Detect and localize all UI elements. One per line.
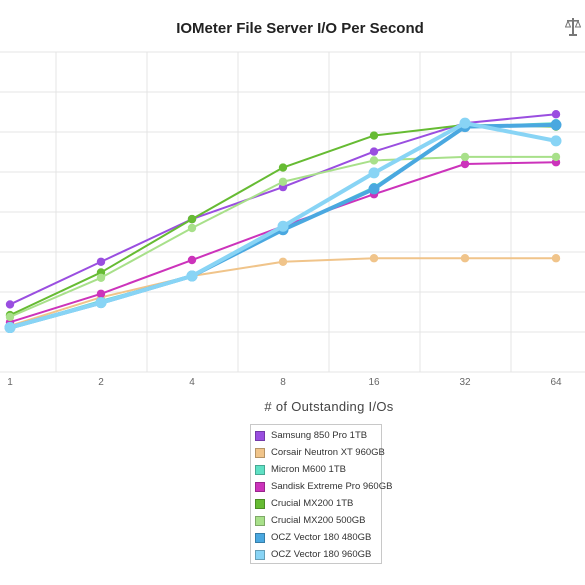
data-point bbox=[550, 119, 562, 131]
legend-swatch bbox=[255, 464, 265, 475]
data-point bbox=[551, 254, 561, 263]
grid bbox=[0, 51, 585, 373]
legend: Samsung 850 Pro 1TB Corsair Neutron XT 96… bbox=[250, 424, 392, 564]
x-axis-ticks: 1 2 4 8 16 32 64 bbox=[7, 377, 562, 388]
x-tick-label: 2 bbox=[98, 377, 104, 388]
data-point bbox=[95, 297, 107, 309]
data-point bbox=[551, 152, 561, 162]
data-point bbox=[460, 254, 470, 263]
data-point bbox=[96, 257, 106, 266]
data-point bbox=[187, 223, 197, 233]
data-point bbox=[369, 254, 379, 263]
data-point bbox=[459, 117, 471, 129]
data-point bbox=[96, 273, 106, 282]
x-tick-label: 4 bbox=[189, 377, 195, 388]
x-tick-label: 64 bbox=[550, 377, 562, 388]
legend-item: Samsung 850 Pro 1TB bbox=[255, 427, 377, 444]
data-point bbox=[278, 163, 288, 172]
data-point bbox=[369, 156, 379, 165]
data-point bbox=[96, 289, 106, 298]
data-point bbox=[460, 152, 470, 162]
legend-item: Sandisk Extreme Pro 960GB bbox=[255, 478, 392, 495]
data-point bbox=[369, 147, 379, 156]
data-point bbox=[550, 135, 562, 147]
data-point bbox=[5, 300, 15, 309]
data-point bbox=[460, 159, 470, 169]
legend-item: Micron M600 1TB bbox=[255, 461, 377, 478]
data-point bbox=[368, 183, 380, 195]
chart-title: IOMeter File Server I/O Per Second bbox=[176, 20, 424, 37]
data-point bbox=[187, 214, 197, 224]
x-tick-label: 32 bbox=[459, 377, 471, 388]
series-7 bbox=[4, 117, 562, 334]
data-point bbox=[277, 220, 289, 232]
series-5 bbox=[5, 152, 561, 322]
legend-item: OCZ Vector 180 480GB bbox=[255, 529, 377, 546]
data-point bbox=[5, 312, 15, 322]
legend-label: Samsung 850 Pro 1TB bbox=[271, 430, 368, 441]
legend-label: Sandisk Extreme Pro 960GB bbox=[271, 481, 393, 492]
series-4 bbox=[5, 120, 561, 320]
scale-logo-icon bbox=[564, 16, 582, 38]
x-tick-label: 1 bbox=[7, 377, 13, 388]
data-point bbox=[278, 177, 288, 186]
data-point bbox=[187, 255, 197, 265]
legend-label: Micron M600 1TB bbox=[271, 464, 346, 475]
series-line bbox=[9, 123, 557, 317]
data-point bbox=[368, 167, 380, 179]
legend-swatch bbox=[255, 481, 265, 492]
legend-label: Crucial MX200 500GB bbox=[271, 515, 366, 526]
legend-label: Corsair Neutron XT 960GB bbox=[271, 447, 385, 458]
legend-swatch bbox=[255, 515, 265, 526]
data-point bbox=[186, 270, 198, 282]
x-tick-label: 8 bbox=[280, 377, 286, 388]
data-point bbox=[278, 257, 288, 266]
data-point bbox=[4, 322, 16, 334]
legend-label: OCZ Vector 180 480GB bbox=[271, 532, 372, 543]
series-layer bbox=[4, 110, 562, 334]
data-point bbox=[551, 110, 561, 119]
legend-item: OCZ Vector 180 960GB bbox=[255, 546, 377, 563]
legend-item: Crucial MX200 1TB bbox=[255, 495, 377, 512]
data-point bbox=[369, 131, 379, 140]
legend-swatch bbox=[255, 549, 265, 560]
legend-swatch bbox=[255, 447, 265, 458]
legend-item: Corsair Neutron XT 960GB bbox=[255, 444, 385, 461]
legend-label: OCZ Vector 180 960GB bbox=[271, 549, 372, 560]
legend-swatch bbox=[255, 430, 265, 441]
x-axis-label: # of Outstanding I/Os bbox=[264, 399, 393, 414]
legend-item: Crucial MX200 500GB bbox=[255, 512, 377, 529]
legend-label: Crucial MX200 1TB bbox=[271, 498, 354, 509]
legend-swatch bbox=[255, 532, 265, 543]
legend-swatch bbox=[255, 498, 265, 509]
x-tick-label: 16 bbox=[368, 377, 380, 388]
